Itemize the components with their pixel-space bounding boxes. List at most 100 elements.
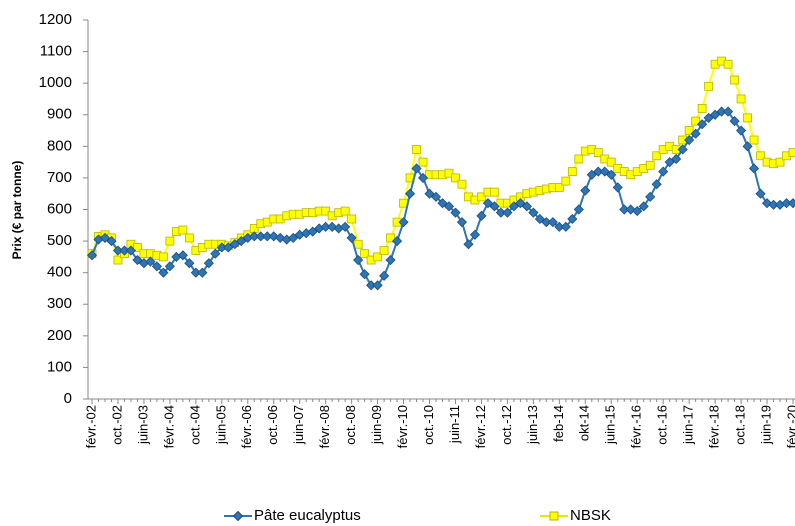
y-tick-label: 700 <box>47 169 72 186</box>
point <box>236 236 247 247</box>
point <box>748 163 760 174</box>
x-tick-label: oct.-02 <box>109 405 124 445</box>
point <box>756 151 765 161</box>
point <box>463 239 474 250</box>
x-tick-label: oct.-10 <box>421 405 436 445</box>
point <box>710 109 721 120</box>
point <box>386 233 395 243</box>
point <box>379 246 389 255</box>
x-tick-label: oct.-06 <box>265 405 280 445</box>
x-tick-label: oct.-08 <box>343 405 358 445</box>
point <box>340 206 350 216</box>
point <box>379 270 390 281</box>
point <box>704 81 714 91</box>
point <box>158 267 169 278</box>
y-axis-label: Prix (€ par tonne) <box>10 161 24 260</box>
point <box>697 119 708 130</box>
legend-marker <box>549 511 559 521</box>
point <box>372 280 383 291</box>
point <box>373 252 382 262</box>
point <box>113 255 123 265</box>
y-tick-label: 1000 <box>39 74 72 91</box>
point <box>398 217 409 228</box>
point <box>353 254 364 266</box>
point <box>697 104 707 113</box>
y-tick-label: 200 <box>47 327 72 344</box>
y-tick-label: 0 <box>64 390 72 407</box>
point <box>418 157 428 167</box>
point <box>411 163 422 174</box>
point <box>86 250 98 261</box>
point <box>775 157 785 167</box>
point <box>684 126 694 135</box>
point <box>788 148 795 158</box>
x-tick-label: oct.-16 <box>655 405 670 445</box>
point <box>177 250 188 261</box>
point <box>528 207 539 218</box>
point <box>457 179 467 189</box>
point <box>450 207 461 218</box>
x-tick-label: févr.-16 <box>629 405 644 448</box>
point <box>684 134 695 146</box>
point <box>652 151 662 161</box>
x-tick-label: juin-19 <box>758 405 773 445</box>
point <box>125 245 137 256</box>
point <box>749 135 759 145</box>
point <box>132 254 143 266</box>
x-tick-label: juin-09 <box>369 405 384 445</box>
x-tick-label: févr.-18 <box>707 405 722 448</box>
point <box>476 210 487 221</box>
point <box>593 148 603 158</box>
x-tick-label: juin-15 <box>603 405 618 445</box>
x-tick-label: juin-17 <box>681 405 696 445</box>
point <box>307 226 318 237</box>
point <box>755 188 766 199</box>
y-tick-label: 600 <box>47 200 72 217</box>
point <box>664 157 675 168</box>
point <box>508 201 519 212</box>
point <box>547 217 558 228</box>
y-tick-label: 400 <box>47 264 72 281</box>
point <box>178 225 188 235</box>
point <box>658 166 669 177</box>
point <box>586 169 597 180</box>
point <box>606 157 616 167</box>
legend-marker <box>232 510 244 522</box>
point <box>385 254 396 266</box>
series-line <box>91 59 794 262</box>
point <box>599 166 610 177</box>
point <box>444 168 454 178</box>
point <box>184 233 194 243</box>
point <box>151 261 162 272</box>
x-tick-label: févr.-02 <box>83 405 98 448</box>
point <box>197 267 208 278</box>
point <box>490 187 499 197</box>
y-tick-label: 300 <box>47 295 72 312</box>
point <box>164 261 175 272</box>
y-tick-label: 100 <box>47 358 72 375</box>
point <box>723 106 734 117</box>
x-tick-label: févr.-06 <box>239 405 254 448</box>
y-tick-label: 1200 <box>39 11 72 28</box>
point <box>787 198 795 209</box>
point <box>346 232 357 243</box>
point <box>612 182 623 193</box>
point <box>730 75 739 85</box>
point <box>437 198 448 209</box>
point <box>360 249 370 259</box>
point <box>567 213 578 225</box>
point <box>359 269 370 280</box>
point <box>451 173 460 183</box>
x-tick-label: févr.-10 <box>395 405 410 448</box>
point <box>632 206 643 217</box>
point <box>573 204 584 215</box>
y-tick-label: 800 <box>47 137 72 154</box>
point <box>729 116 740 127</box>
point <box>391 236 403 247</box>
point <box>742 141 753 152</box>
point <box>404 188 416 199</box>
point <box>99 232 111 243</box>
x-tick-label: feb-14 <box>551 405 566 442</box>
y-tick-label: 1100 <box>40 43 72 60</box>
